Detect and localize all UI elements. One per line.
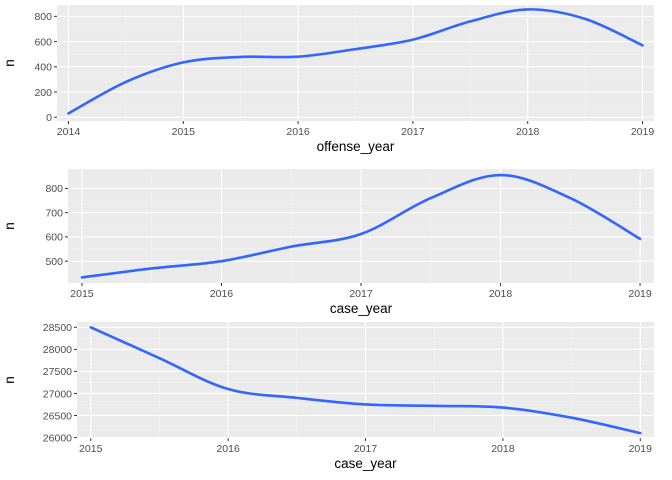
- x-tick-label: 2016: [216, 443, 240, 455]
- y-tick-label: 800: [34, 11, 52, 23]
- x-tick-label: 2015: [79, 443, 103, 455]
- x-tick-label: 2018: [516, 126, 540, 138]
- y-tick-label: 700: [45, 207, 63, 219]
- series-line: [67, 8, 644, 115]
- y-tick-label: 600: [45, 232, 63, 244]
- y-tick-label: 28000: [43, 344, 72, 356]
- x-axis-title: case_year: [334, 456, 397, 471]
- x-tick-label: 2019: [631, 126, 655, 138]
- x-axis-title: offense_year: [317, 139, 395, 154]
- chart-panel-2: 2015 2016 2017 2018 2019 500 600 700 800 case_yea…: [2, 169, 654, 316]
- x-tick-label: 2016: [286, 126, 310, 138]
- y-tick-label: 600: [34, 36, 52, 48]
- y-tick-label: 800: [45, 183, 63, 195]
- x-tick-label: 2017: [349, 288, 373, 300]
- x-tick-label: 2017: [401, 126, 425, 138]
- x-tick-label: 2019: [628, 288, 652, 300]
- x-tick-label: 2017: [354, 443, 378, 455]
- x-tick-label: 2018: [491, 443, 515, 455]
- y-tick-label: 27500: [43, 366, 72, 378]
- y-tick-label: 500: [45, 256, 63, 268]
- y-axis-title: n: [2, 59, 17, 67]
- x-tick-label: 2016: [210, 288, 234, 300]
- chart-panel-3: 2015 2016 2017 2018 2019 26000 26500 27000 27500…: [2, 322, 654, 471]
- series-line: [89, 325, 642, 435]
- y-tick-label: 27000: [43, 388, 72, 400]
- x-tick-label: 2018: [489, 288, 513, 300]
- x-tick-label: 2014: [57, 126, 81, 138]
- x-tick-label: 2015: [172, 126, 196, 138]
- y-tick-label: 400: [34, 62, 52, 74]
- y-axis-title: n: [2, 222, 17, 230]
- y-tick-label: 26000: [43, 432, 72, 444]
- y-tick-label: 28500: [43, 322, 72, 334]
- series-line: [80, 173, 642, 279]
- x-axis-title: case_year: [330, 301, 393, 316]
- y-tick-label: 0: [46, 112, 52, 124]
- y-tick-label: 200: [34, 87, 52, 99]
- y-tick-label: 26500: [43, 410, 72, 422]
- x-tick-label: 2019: [629, 443, 653, 455]
- y-axis-title: n: [2, 376, 17, 384]
- x-tick-label: 2015: [70, 288, 94, 300]
- chart-panel-1: 2014 2015 2016 2017 2018 2019 0 200 400 600 800 off…: [2, 5, 654, 154]
